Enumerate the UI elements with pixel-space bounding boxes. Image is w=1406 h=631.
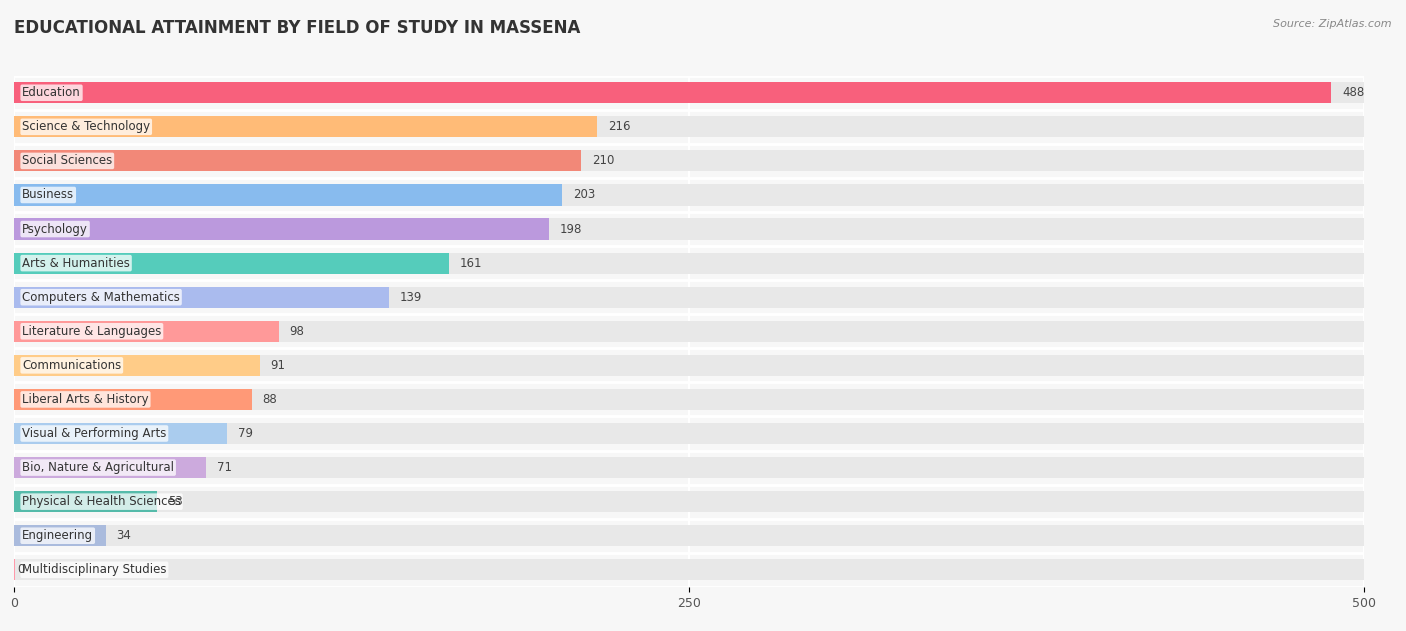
Text: 161: 161 bbox=[460, 257, 482, 269]
Text: Visual & Performing Arts: Visual & Performing Arts bbox=[22, 427, 166, 440]
Text: 53: 53 bbox=[167, 495, 183, 508]
Text: 34: 34 bbox=[117, 529, 132, 542]
Text: Literature & Languages: Literature & Languages bbox=[22, 325, 162, 338]
Text: Computers & Mathematics: Computers & Mathematics bbox=[22, 291, 180, 304]
Text: 71: 71 bbox=[217, 461, 232, 474]
Bar bbox=[14, 457, 205, 478]
Text: 139: 139 bbox=[401, 291, 422, 304]
Text: Engineering: Engineering bbox=[22, 529, 93, 542]
Text: EDUCATIONAL ATTAINMENT BY FIELD OF STUDY IN MASSENA: EDUCATIONAL ATTAINMENT BY FIELD OF STUDY… bbox=[14, 19, 581, 37]
Text: Multidisciplinary Studies: Multidisciplinary Studies bbox=[22, 563, 167, 576]
Text: 88: 88 bbox=[263, 393, 277, 406]
Text: Science & Technology: Science & Technology bbox=[22, 121, 150, 133]
Bar bbox=[14, 389, 1364, 410]
Bar bbox=[14, 150, 581, 172]
Bar bbox=[14, 423, 1364, 444]
Text: Liberal Arts & History: Liberal Arts & History bbox=[22, 393, 149, 406]
Text: 198: 198 bbox=[560, 223, 582, 235]
Text: Communications: Communications bbox=[22, 359, 121, 372]
Text: 203: 203 bbox=[572, 189, 595, 201]
Bar bbox=[14, 252, 1364, 274]
Bar bbox=[14, 423, 228, 444]
Bar bbox=[14, 116, 598, 138]
Text: Bio, Nature & Agricultural: Bio, Nature & Agricultural bbox=[22, 461, 174, 474]
Text: 79: 79 bbox=[238, 427, 253, 440]
Bar bbox=[14, 252, 449, 274]
Text: 216: 216 bbox=[607, 121, 630, 133]
Bar bbox=[14, 525, 1364, 546]
Bar bbox=[14, 82, 1364, 103]
Text: 91: 91 bbox=[270, 359, 285, 372]
Bar bbox=[14, 82, 1331, 103]
Bar bbox=[14, 184, 1364, 206]
Bar bbox=[14, 491, 157, 512]
Text: Social Sciences: Social Sciences bbox=[22, 155, 112, 167]
Text: Business: Business bbox=[22, 189, 75, 201]
Bar bbox=[14, 355, 260, 376]
Bar bbox=[14, 321, 1364, 342]
Bar bbox=[14, 218, 1364, 240]
Bar bbox=[14, 457, 1364, 478]
Bar bbox=[14, 286, 1364, 308]
Bar bbox=[14, 559, 1364, 581]
Bar bbox=[14, 218, 548, 240]
Text: Source: ZipAtlas.com: Source: ZipAtlas.com bbox=[1274, 19, 1392, 29]
Bar bbox=[14, 116, 1364, 138]
Bar bbox=[14, 491, 1364, 512]
Bar bbox=[14, 184, 562, 206]
Bar bbox=[14, 525, 105, 546]
Text: Physical & Health Sciences: Physical & Health Sciences bbox=[22, 495, 181, 508]
Bar bbox=[14, 389, 252, 410]
Bar bbox=[14, 321, 278, 342]
Text: 488: 488 bbox=[1343, 86, 1364, 99]
Text: 0: 0 bbox=[17, 563, 24, 576]
Bar bbox=[14, 150, 1364, 172]
Text: Education: Education bbox=[22, 86, 82, 99]
Bar bbox=[14, 286, 389, 308]
Text: 98: 98 bbox=[290, 325, 304, 338]
Text: Psychology: Psychology bbox=[22, 223, 89, 235]
Text: Arts & Humanities: Arts & Humanities bbox=[22, 257, 129, 269]
Bar bbox=[14, 355, 1364, 376]
Text: 210: 210 bbox=[592, 155, 614, 167]
